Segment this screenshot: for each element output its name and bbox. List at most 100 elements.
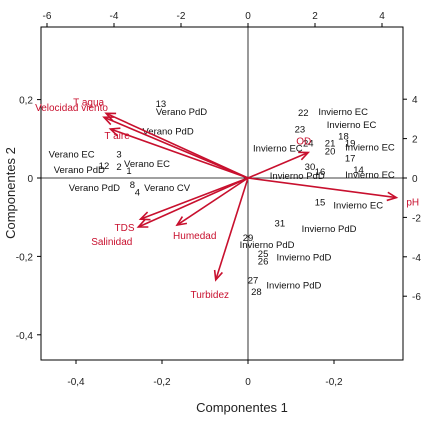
group-label: Invierno PdD xyxy=(240,240,295,251)
loading-vector xyxy=(110,128,249,179)
group-label: Invierno EC xyxy=(345,142,395,153)
observation-label: 13 xyxy=(156,99,167,110)
group-label: Invierno EC xyxy=(327,120,377,131)
observation-label: 2 xyxy=(116,162,121,173)
crosshair-lines xyxy=(41,27,403,360)
observation-label: 14 xyxy=(353,165,364,176)
vector-label: Velocidad viento xyxy=(35,103,108,114)
right-tick-label: 0 xyxy=(412,174,418,185)
observation-label: 25 xyxy=(258,249,269,260)
group-label: Invierno EC xyxy=(253,143,303,154)
observation-label: 17 xyxy=(345,153,356,164)
y-tick-label: 0,2 xyxy=(19,96,33,107)
observation-label: 1 xyxy=(126,166,131,177)
vector-label: Turbidez xyxy=(190,290,229,301)
arrowhead xyxy=(136,219,149,228)
observation-label: 30 xyxy=(305,162,316,173)
observation-label: 24 xyxy=(303,138,314,149)
loading-vector xyxy=(176,177,249,226)
vector-label: T aire xyxy=(104,131,130,142)
top-axis: -6 -4 -2 0 2 4 xyxy=(43,11,385,27)
observation-label: 15 xyxy=(315,198,326,209)
arrowhead xyxy=(213,269,223,282)
loading-vector xyxy=(214,177,249,281)
top-tick-label: -4 xyxy=(110,11,119,22)
arrowhead xyxy=(298,151,311,161)
group-label: Invierno EC xyxy=(333,201,383,212)
observation-label: 18 xyxy=(338,132,349,143)
loading-vector xyxy=(247,177,397,199)
observation-label: 3 xyxy=(116,149,121,160)
right-tick-label: 4 xyxy=(412,95,418,106)
arrowhead xyxy=(175,216,188,227)
top-tick-label: 0 xyxy=(245,11,251,22)
group-label: Verano PdD xyxy=(142,127,193,138)
x-tick-label: -0,2 xyxy=(325,377,343,388)
right-tick-label: -2 xyxy=(412,213,421,224)
bottom-axis: -0,4 -0,2 0 -0,2 xyxy=(67,360,343,388)
vector-label: T agua xyxy=(73,97,104,108)
x-tick-label: -0,2 xyxy=(153,377,171,388)
x-tick-label: -0,4 xyxy=(67,377,85,388)
y-tick-label: 0 xyxy=(27,174,33,185)
group-labels: Verano PdD Invierno EC Invierno EC Verano P… xyxy=(49,107,395,291)
observation-label: 21 xyxy=(325,138,336,149)
loading-vector xyxy=(247,151,309,179)
vector-label: TDS xyxy=(115,223,135,234)
group-label: Verano CV xyxy=(144,183,191,194)
left-axis: -0,4 -0,2 0 0,2 xyxy=(16,96,41,342)
right-tick-label: -6 xyxy=(412,292,421,303)
vector-label: pH xyxy=(406,198,419,209)
arrowhead xyxy=(102,116,114,126)
vector-label: Humedad xyxy=(173,231,216,242)
observation-label: 29 xyxy=(243,233,254,244)
right-axis: 4 2 0 -2 -4 -6 xyxy=(403,95,421,303)
group-label: Verano PdD xyxy=(156,107,207,118)
group-label: Verano EC xyxy=(124,159,170,170)
observation-label: 23 xyxy=(295,125,306,136)
y-tick-label: -0,2 xyxy=(16,252,34,263)
right-tick-label: 2 xyxy=(412,135,418,146)
observation-label: 27 xyxy=(248,275,259,286)
vector-label: OD xyxy=(296,137,311,148)
top-tick-label: 2 xyxy=(312,11,318,22)
observation-label: 20 xyxy=(325,146,336,157)
arrowhead xyxy=(138,211,151,221)
arrowhead xyxy=(108,127,121,137)
y-tick-label: -0,4 xyxy=(16,331,34,342)
top-tick-label: -2 xyxy=(177,11,186,22)
group-label: Invierno PdD xyxy=(270,171,325,182)
observation-label: 28 xyxy=(251,287,262,298)
observation-label: 12 xyxy=(99,161,110,172)
group-label: Invierno EC xyxy=(345,170,395,181)
arrowhead xyxy=(104,112,117,122)
observation-label: 26 xyxy=(258,257,269,268)
x-axis-title: Componentes 1 xyxy=(196,400,288,415)
right-tick-label: -4 xyxy=(412,253,421,264)
loading-vector xyxy=(103,116,249,179)
observation-label: 22 xyxy=(298,108,309,119)
observation-label: 16 xyxy=(315,167,326,178)
plot-frame xyxy=(40,26,404,361)
group-label: Verano PdD xyxy=(69,183,120,194)
observation-label: 8 xyxy=(130,180,135,191)
loading-vector xyxy=(138,177,249,228)
x-tick-label: 0 xyxy=(245,377,251,388)
arrowhead xyxy=(386,191,399,202)
y-axis-title: Componentes 2 xyxy=(3,147,18,239)
group-label: Invierno PdD xyxy=(266,280,321,291)
loading-vector xyxy=(140,177,249,220)
observation-label: 4 xyxy=(135,188,140,199)
group-label: Verano PdD xyxy=(54,165,105,176)
observation-label: 31 xyxy=(275,218,286,229)
observation-label: 19 xyxy=(345,138,356,149)
group-label: Verano EC xyxy=(49,149,95,160)
top-tick-label: 4 xyxy=(379,11,385,22)
top-tick-label: -6 xyxy=(43,11,52,22)
group-label: Invierno PdD xyxy=(276,253,331,264)
vector-label: Salinidad xyxy=(91,237,132,248)
group-label: Invierno PdD xyxy=(302,224,357,235)
